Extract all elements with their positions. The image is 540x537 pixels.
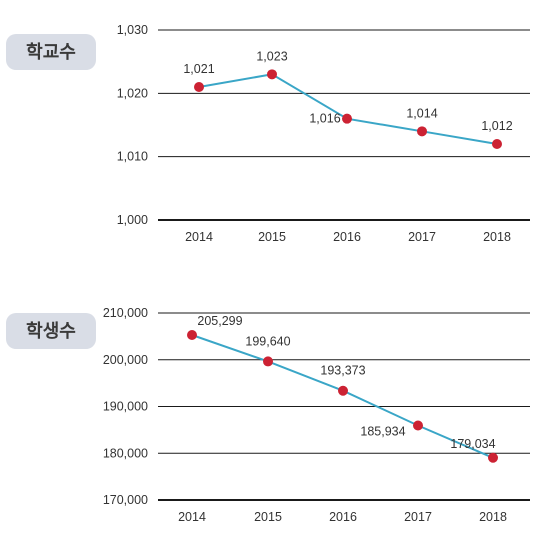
data-label: 1,021: [183, 62, 214, 76]
data-point: [492, 139, 502, 149]
y-tick-label: 1,030: [117, 23, 148, 37]
data-label: 199,640: [245, 334, 290, 348]
x-tick-label: 2018: [479, 510, 507, 524]
chart-panel-1: 학교수 1,000 1,010 1,020 1,030 2014 2015 2016 2017 2…: [6, 23, 530, 244]
x-tick-label: 2015: [258, 230, 286, 244]
data-point: [338, 385, 348, 396]
data-label: 1,014: [406, 106, 437, 120]
y-tick-label: 190,000: [103, 400, 148, 414]
data-point: [263, 356, 273, 367]
x-tick-label: 2016: [333, 230, 361, 244]
chart-title-badge: [6, 34, 96, 70]
y-tick-label: 1,000: [117, 213, 148, 227]
x-tick-label: 2014: [185, 230, 213, 244]
data-point: [194, 82, 204, 92]
chart-title: 학생수: [26, 320, 76, 342]
data-label: 193,373: [320, 364, 365, 378]
chart-title-badge: [6, 313, 96, 349]
series-line: [191, 334, 494, 459]
x-tick-label: 2017: [408, 230, 436, 244]
data-label: 1,023: [256, 49, 287, 63]
data-point: [413, 420, 423, 431]
series-line: [198, 73, 498, 145]
chart-panel-2: 학생수 170,000 180,000 190,000 200,000 210,000 20…: [6, 306, 530, 524]
data-label: 185,934: [360, 425, 405, 439]
data-point: [417, 126, 427, 137]
data-point: [187, 329, 197, 340]
y-tick-label: 1,020: [117, 86, 148, 100]
data-label: 205,299: [197, 314, 242, 328]
x-tick-label: 2017: [404, 510, 432, 524]
x-tick-label: 2018: [483, 230, 511, 244]
data-label: 1,016: [309, 112, 340, 126]
chart-title: 학교수: [26, 41, 76, 63]
data-point: [342, 113, 352, 124]
x-tick-label: 2014: [178, 510, 206, 524]
x-tick-label: 2015: [254, 510, 282, 524]
y-tick-label: 200,000: [103, 353, 148, 367]
y-tick-label: 1,010: [117, 150, 148, 164]
y-tick-label: 180,000: [103, 446, 148, 460]
data-point: [488, 452, 498, 463]
x-tick-label: 2016: [329, 510, 357, 524]
y-tick-label: 170,000: [103, 493, 148, 507]
data-label: 1,012: [481, 119, 512, 133]
data-label: 179,034: [450, 437, 495, 451]
y-tick-label: 210,000: [103, 306, 148, 320]
data-point: [267, 69, 277, 80]
